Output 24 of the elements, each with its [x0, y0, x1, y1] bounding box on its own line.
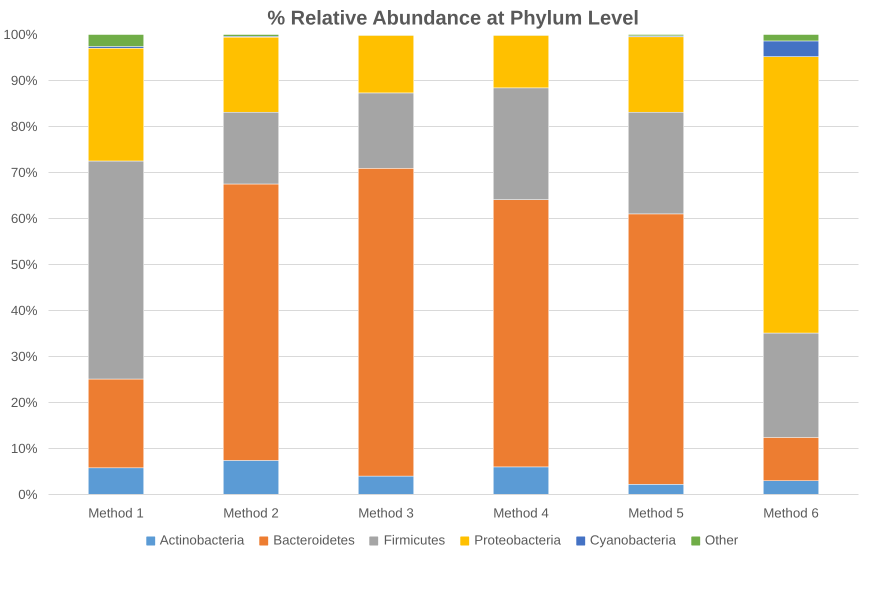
legend-label: Firmicutes	[384, 532, 446, 548]
y-tick-label: 90%	[10, 73, 38, 88]
x-tick-label: Method 4	[493, 506, 550, 520]
x-tick-label: Method 3	[358, 506, 414, 520]
y-tick-label: 0%	[18, 487, 38, 502]
y-tick-label: 30%	[10, 349, 38, 364]
x-tick-label: Method 1	[88, 506, 144, 520]
y-tick-label: 10%	[10, 441, 38, 456]
y-tick-label: 50%	[10, 257, 38, 272]
y-tick-label: 60%	[10, 211, 38, 226]
y-tick-label: 70%	[10, 165, 38, 180]
y-tick-label: 80%	[10, 119, 38, 134]
x-tick-label: Method 6	[763, 506, 819, 520]
legend-label: Actinobacteria	[160, 532, 244, 548]
y-tick-label: 100%	[3, 27, 38, 42]
y-tick-label: 20%	[10, 395, 38, 410]
x-tick-label: Method 2	[223, 506, 279, 520]
legend-label: Proteobacteria	[474, 532, 561, 548]
x-tick-label: Method 5	[628, 506, 684, 520]
chart-title: % Relative Abundance at Phylum Level	[267, 8, 639, 30]
y-tick-label: 40%	[10, 303, 38, 318]
legend-label: Other	[704, 532, 738, 548]
legend-label: Cyanobacteria	[590, 532, 676, 548]
legend-label: Bacteroidetes	[273, 532, 355, 548]
